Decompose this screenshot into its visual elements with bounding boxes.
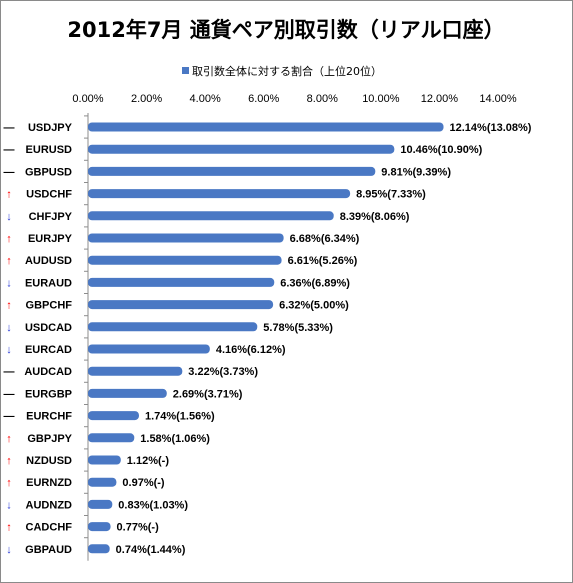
data-label: 0.74%(1.44%)	[116, 544, 186, 556]
trend-flat-icon: ―	[4, 122, 15, 134]
bar	[88, 522, 111, 532]
data-label: 6.68%(6.34%)	[290, 233, 360, 245]
trend-flat-icon: ―	[4, 411, 15, 423]
legend-swatch	[182, 67, 189, 74]
bar	[88, 300, 274, 310]
data-label: 6.61%(5.26%)	[288, 255, 358, 267]
category-label: EURCAD	[25, 344, 72, 356]
data-label: 1.12%(-)	[127, 455, 170, 467]
category-label: EURAUD	[25, 277, 72, 289]
bar	[88, 477, 117, 487]
bar	[88, 499, 113, 509]
trend-flat-icon: ―	[4, 166, 15, 178]
category-label: AUDNZD	[26, 499, 72, 511]
category-label: EURCHF	[26, 411, 72, 423]
category-label: AUDUSD	[25, 255, 72, 267]
trend-flat-icon: ―	[4, 366, 15, 378]
bar	[88, 277, 275, 287]
data-label: 4.16%(6.12%)	[216, 344, 286, 356]
trend-down-icon: ↓	[6, 344, 12, 356]
x-tick-label: 8.00%	[307, 93, 338, 105]
x-tick-label: 14.00%	[479, 93, 517, 105]
trend-up-icon: ↑	[6, 300, 12, 312]
chart-rows: ― USDJPY 12.14%(13.08%) ― EURUSD 10.46%(10.90…	[4, 113, 532, 561]
bar	[88, 344, 210, 354]
category-label: GBPJPY	[27, 433, 72, 445]
data-label: 6.32%(5.00%)	[279, 300, 349, 312]
legend-label: 取引数全体に対する割合（上位20位）	[192, 64, 382, 78]
x-axis-ticks: 0.00% 2.00% 4.00% 6.00% 8.00% 10.00% 12.00% 14.…	[72, 93, 516, 105]
x-tick-label: 4.00%	[190, 93, 221, 105]
x-tick-label: 0.00%	[72, 93, 103, 105]
bar	[88, 144, 395, 154]
trend-up-icon: ↑	[6, 477, 12, 489]
trend-up-icon: ↑	[6, 189, 12, 201]
bar	[88, 411, 139, 421]
bar	[88, 166, 376, 176]
bar	[88, 322, 258, 332]
trend-down-icon: ↓	[6, 499, 12, 511]
category-label: GBPUSD	[25, 166, 72, 178]
bar	[88, 433, 135, 443]
category-label: GBPCHF	[26, 300, 73, 312]
category-label: CADCHF	[26, 522, 73, 534]
data-label: 8.39%(8.06%)	[340, 211, 410, 223]
bar	[88, 544, 110, 554]
data-label: 12.14%(13.08%)	[450, 122, 532, 134]
bar	[88, 388, 167, 398]
bar	[88, 189, 351, 199]
chart-title: 2012年7月 通貨ペア別取引数（リアル口座）	[67, 18, 504, 42]
data-label: 10.46%(10.90%)	[400, 144, 482, 156]
category-label: NZDUSD	[26, 455, 72, 467]
data-label: 3.22%(3.73%)	[188, 366, 258, 378]
trend-up-icon: ↑	[6, 433, 12, 445]
data-label: 5.78%(5.33%)	[263, 322, 333, 334]
category-label: EURJPY	[28, 233, 73, 245]
x-tick-label: 2.00%	[131, 93, 162, 105]
trend-down-icon: ↓	[6, 277, 12, 289]
trend-down-icon: ↓	[6, 544, 12, 556]
category-label: CHFJPY	[29, 211, 73, 223]
trend-down-icon: ↓	[6, 322, 12, 334]
category-label: EURUSD	[26, 144, 73, 156]
bar	[88, 122, 444, 132]
legend: 取引数全体に対する割合（上位20位）	[182, 64, 382, 78]
data-label: 8.95%(7.33%)	[356, 189, 426, 201]
x-tick-label: 10.00%	[362, 93, 400, 105]
category-label: EURNZD	[26, 477, 72, 489]
category-label: AUDCAD	[24, 366, 72, 378]
bar	[88, 255, 282, 265]
trend-up-icon: ↑	[6, 522, 12, 534]
bar	[88, 455, 121, 465]
data-label: 0.77%(-)	[117, 522, 160, 534]
data-label: 0.83%(1.03%)	[118, 499, 188, 511]
trend-up-icon: ↑	[6, 455, 12, 467]
category-label: GBPAUD	[25, 544, 72, 556]
category-label: USDCAD	[25, 322, 72, 334]
bar	[88, 233, 284, 243]
data-label: 6.36%(6.89%)	[280, 277, 350, 289]
x-tick-label: 6.00%	[248, 93, 279, 105]
category-label: USDJPY	[28, 122, 73, 134]
data-label: 2.69%(3.71%)	[173, 388, 243, 400]
data-label: 9.81%(9.39%)	[381, 166, 451, 178]
x-tick-label: 12.00%	[421, 93, 459, 105]
data-label: 0.97%(-)	[122, 477, 165, 489]
bar	[88, 366, 183, 376]
data-label: 1.74%(1.56%)	[145, 411, 215, 423]
trend-up-icon: ↑	[6, 255, 12, 267]
trend-up-icon: ↑	[6, 233, 12, 245]
bar	[88, 211, 334, 221]
trend-flat-icon: ―	[4, 388, 15, 400]
category-label: USDCHF	[26, 189, 72, 201]
trend-flat-icon: ―	[4, 144, 15, 156]
category-label: EURGBP	[25, 388, 72, 400]
data-label: 1.58%(1.06%)	[140, 433, 210, 445]
trend-down-icon: ↓	[6, 211, 12, 223]
